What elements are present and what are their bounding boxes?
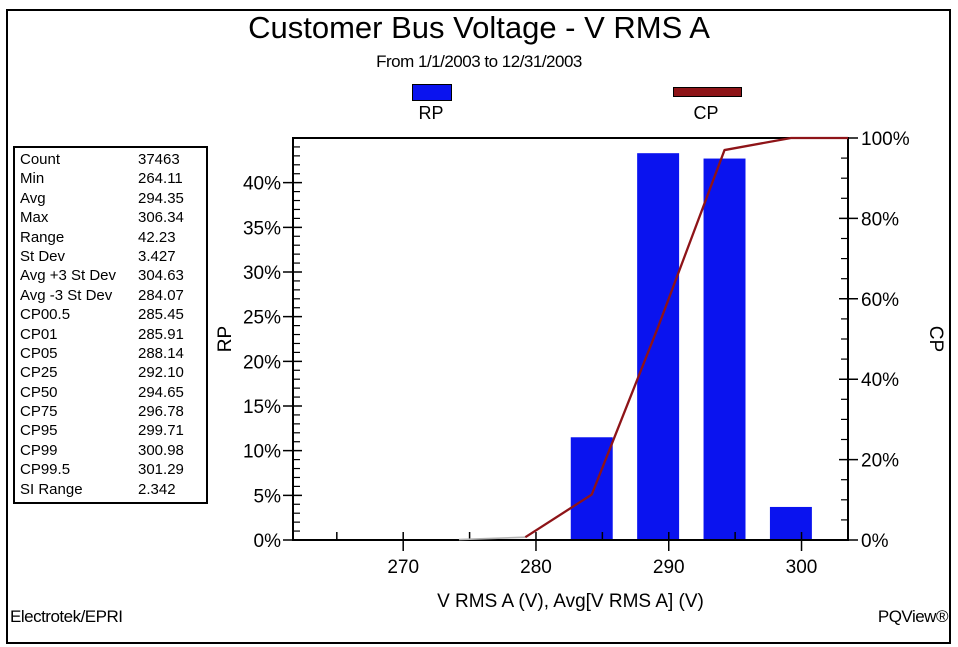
footer-brand-right: PQView® (877, 607, 949, 626)
stat-value: 285.45 (138, 306, 184, 324)
stats-row: CP50 294.65 (20, 383, 206, 402)
stats-row: Avg +3 St Dev 304.63 (20, 266, 206, 285)
stat-value: 294.35 (138, 189, 184, 207)
stats-row: CP25 292.10 (20, 363, 206, 382)
stat-value: 306.34 (138, 209, 184, 227)
stat-value: 3.427 (138, 247, 176, 265)
stat-label: CP99 (20, 441, 58, 459)
stat-label: Count (20, 151, 61, 168)
cp-tick-label: 80% (861, 209, 899, 230)
rp-bar (703, 158, 746, 540)
stats-row: Avg 294.35 (20, 189, 206, 208)
rp-tick-label: 0% (254, 531, 282, 552)
rp-tick-label: 10% (243, 442, 281, 463)
stat-label: CP75 (20, 403, 58, 421)
stat-value: 264.11 (138, 170, 183, 188)
rp-tick-label: 40% (243, 174, 281, 195)
x-tick-label: 290 (653, 557, 685, 578)
cp-tick-label: 100% (861, 129, 910, 150)
stats-row: Max 306.34 (20, 208, 206, 227)
stat-label: Max (20, 209, 49, 227)
rp-tick-label: 5% (254, 486, 282, 507)
stats-row: St Dev 3.427 (20, 247, 206, 266)
rp-tick-label: 30% (243, 263, 281, 284)
rp-axis-title: RP (215, 326, 236, 352)
stat-value: 304.63 (138, 267, 184, 285)
stats-row: CP00.5 285.45 (20, 305, 206, 324)
cp-axis-title: CP (925, 326, 946, 352)
stats-row: CP99 300.98 (20, 441, 206, 460)
stat-label: Avg -3 St Dev (20, 286, 113, 304)
stats-row: Count 37463 (20, 150, 206, 169)
stat-value: 301.29 (138, 461, 184, 479)
stat-label: CP00.5 (20, 306, 71, 324)
x-tick-label: 270 (387, 557, 419, 578)
stat-label: Min (20, 170, 45, 188)
legend-cp-swatch-icon (673, 87, 742, 97)
legend-rp-swatch-icon (412, 84, 452, 101)
x-tick-label: 300 (786, 557, 818, 578)
stat-label: SI Range (20, 480, 83, 498)
stats-row: SI Range 2.342 (20, 480, 206, 499)
plot-frame (292, 137, 849, 541)
legend-rp-label: RP (418, 103, 444, 123)
stat-value: 294.65 (138, 383, 184, 401)
chart-title: Customer Bus Voltage - V RMS A (248, 10, 710, 45)
rp-bar (637, 153, 680, 541)
stat-label: Avg (20, 189, 46, 207)
stat-label: CP95 (20, 422, 58, 440)
stat-value: 300.98 (138, 441, 184, 459)
rp-tick-label: 35% (243, 218, 281, 239)
stats-row: CP99.5 301.29 (20, 460, 206, 479)
stats-row: CP01 285.91 (20, 325, 206, 344)
stats-row: CP75 296.78 (20, 402, 206, 421)
stats-row: Min 264.11 (20, 169, 206, 188)
stats-row: CP05 288.14 (20, 344, 206, 363)
stat-label: CP99.5 (20, 461, 71, 479)
rp-tick-label: 20% (243, 352, 281, 373)
stat-label: St Dev (20, 247, 66, 265)
stat-label: CP05 (20, 344, 58, 362)
stat-label: CP50 (20, 383, 58, 401)
stat-value: 42.23 (138, 228, 176, 246)
legend-cp-label: CP (693, 103, 719, 123)
stat-value: 292.10 (138, 364, 184, 382)
stats-row: Avg -3 St Dev 284.07 (20, 286, 206, 305)
cp-tick-label: 60% (861, 290, 899, 311)
rp-tick-label: 15% (243, 397, 281, 418)
page-border (6, 9, 951, 644)
stat-value: 288.14 (138, 344, 184, 362)
rp-bar (570, 437, 613, 540)
chart-subtitle: From 1/1/2003 to 12/31/2003 (376, 52, 582, 71)
cp-tick-label: 40% (861, 370, 899, 391)
rp-bar (769, 506, 812, 540)
cp-line-faint (458, 536, 526, 541)
stat-value: 284.07 (138, 286, 184, 304)
stat-value: 299.71 (138, 422, 184, 440)
x-tick-label: 280 (520, 557, 552, 578)
stat-value: 296.78 (138, 403, 184, 421)
footer-brand-left: Electrotek/EPRI (10, 607, 123, 626)
rp-tick-label: 25% (243, 308, 281, 329)
stat-value: 2.342 (138, 480, 176, 498)
stat-value: 285.91 (138, 325, 184, 343)
cp-tick-label: 0% (861, 531, 889, 552)
stat-label: Range (20, 228, 65, 246)
stat-label: Avg +3 St Dev (20, 267, 117, 285)
cp-line (524, 136, 848, 539)
statistics-table: Count 37463 Min 264.11 Avg 294.35 Max 306.34 Ran… (13, 146, 208, 504)
stat-value: 37463 (138, 151, 180, 168)
stat-label: CP25 (20, 364, 58, 382)
x-axis-title: V RMS A (V), Avg[V RMS A] (V) (437, 591, 704, 612)
stat-label: CP01 (20, 325, 58, 343)
stats-row: CP95 299.71 (20, 421, 206, 440)
cp-tick-label: 20% (861, 451, 899, 472)
stats-row: Range 42.23 (20, 228, 206, 247)
